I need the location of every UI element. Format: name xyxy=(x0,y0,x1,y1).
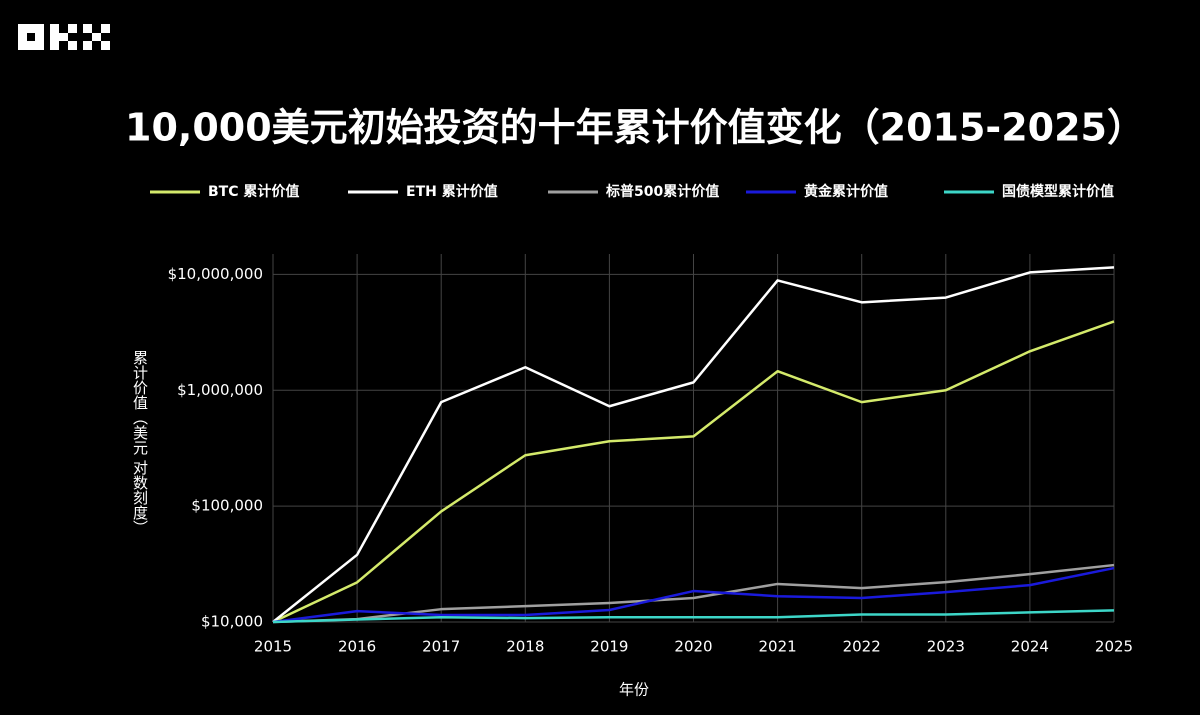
chart-title: 10,000美元初始投资的十年累计价值变化（2015-2025） xyxy=(125,106,1145,150)
logo-x xyxy=(92,33,101,41)
logo-x xyxy=(101,41,110,50)
logo-k xyxy=(68,41,77,50)
legend-label: 标普500累计价值 xyxy=(605,183,719,200)
x-tick-label: 2025 xyxy=(1095,638,1133,656)
x-tick-label: 2020 xyxy=(674,638,712,656)
y-tick-label: $10,000,000 xyxy=(168,265,263,283)
x-tick-label: 2017 xyxy=(422,638,460,656)
legend-label: 黄金累计价值 xyxy=(804,183,888,200)
x-tick-label: 2024 xyxy=(1011,638,1049,656)
x-tick-label: 2021 xyxy=(759,638,797,656)
x-tick-label: 2015 xyxy=(254,638,292,656)
series-line xyxy=(272,609,1115,624)
x-tick-label: 2022 xyxy=(843,638,881,656)
series-line xyxy=(272,320,1115,624)
logo-x xyxy=(101,24,110,33)
series-line xyxy=(272,266,1115,623)
logo-k xyxy=(50,24,59,50)
legend-label: 国债模型累计价值 xyxy=(1002,183,1114,200)
x-axis-label: 年份 xyxy=(619,681,649,699)
series-line xyxy=(272,566,1115,624)
legend-label: ETH 累计价值 xyxy=(406,183,498,200)
logo xyxy=(18,24,110,50)
x-tick-label: 2023 xyxy=(927,638,965,656)
x-tick-label: 2018 xyxy=(506,638,544,656)
logo-x xyxy=(83,24,92,33)
y-tick-label: $1,000,000 xyxy=(177,381,263,399)
logo-k xyxy=(59,33,68,41)
legend-label: BTC 累计价值 xyxy=(208,183,299,200)
y-tick-label: $10,000 xyxy=(201,613,263,631)
y-axis-label: 累计价值（美元 对数刻度） xyxy=(131,350,149,535)
logo-x xyxy=(83,41,92,50)
x-tick-label: 2019 xyxy=(590,638,628,656)
x-tick-label: 2016 xyxy=(338,638,376,656)
logo-o-hole xyxy=(27,33,35,41)
y-tick-label: $100,000 xyxy=(191,497,263,515)
logo-k xyxy=(68,24,77,33)
